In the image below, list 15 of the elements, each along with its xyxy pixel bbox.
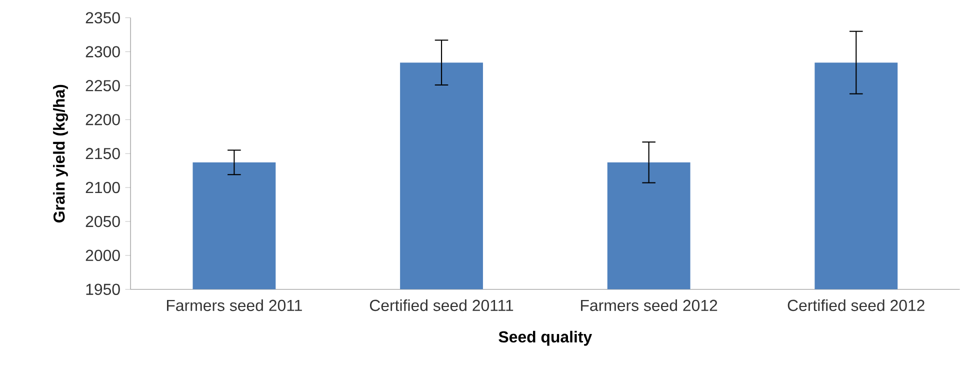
x-tick-label: Farmers seed 2011 xyxy=(167,299,302,312)
y-tick-label: 2000 xyxy=(86,250,120,262)
y-tick-label: 2250 xyxy=(86,80,120,92)
y-tick-label: 2150 xyxy=(86,148,120,160)
x-tick-label: Certified seed 2012 xyxy=(788,299,924,312)
y-tick-label: 2050 xyxy=(86,216,120,228)
x-axis-title: Seed quality xyxy=(498,330,592,346)
y-axis-title: Grain yield (kg/ha) xyxy=(53,84,68,222)
y-tick-label: 2200 xyxy=(86,114,120,126)
x-tick-label: Farmers seed 2012 xyxy=(581,299,718,312)
y-tick-label: 2350 xyxy=(86,12,120,24)
y-tick-label: 2100 xyxy=(86,182,120,194)
x-tick-label: Certified seed 20111 xyxy=(370,299,514,312)
y-tick-label: 2300 xyxy=(86,46,120,58)
y-tick-label: 1950 xyxy=(86,284,120,296)
